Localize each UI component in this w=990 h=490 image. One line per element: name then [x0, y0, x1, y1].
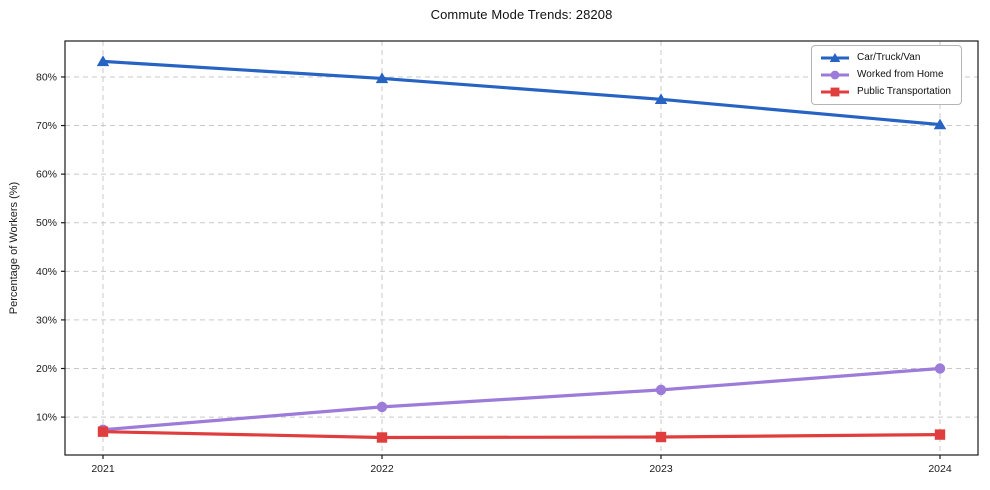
data-point-marker [376, 401, 388, 413]
legend: Car/Truck/Van Worked from Home Public Tran… [811, 45, 962, 105]
legend-swatch-square-icon [821, 87, 850, 97]
legend-marker [829, 52, 841, 62]
series-worked-from-home [97, 363, 946, 435]
x-tick-label: 2023 [649, 463, 673, 475]
x-tick-label: 2021 [91, 463, 115, 475]
legend-item: Public Transportation [820, 86, 951, 98]
legend-swatch-circle-icon [821, 70, 850, 80]
series-line [101, 366, 942, 432]
data-point-marker [375, 72, 389, 84]
plot-border [64, 40, 979, 456]
legend-item: Worked from Home [820, 69, 951, 81]
y-tick-label: 40% [36, 266, 57, 278]
data-point-marker [655, 384, 667, 396]
y-tick-label: 50% [36, 217, 57, 229]
legend-swatch-triangle-icon [821, 52, 850, 62]
x-tick-label: 2022 [370, 463, 394, 475]
data-point-marker [933, 118, 947, 130]
y-tick-label: 20% [36, 363, 57, 375]
series-car-truck-van [96, 55, 947, 130]
x-tick-label: 2024 [928, 463, 952, 475]
legend-marker [830, 70, 840, 80]
legend-item: Car/Truck/Van [820, 52, 951, 64]
legend-marker [830, 87, 840, 97]
data-point-marker [655, 431, 667, 443]
series-public-transportation [97, 426, 946, 443]
data-point-marker [934, 429, 946, 440]
legend-label: Worked from Home [857, 69, 944, 80]
series-line [101, 59, 942, 127]
chart-title: Commute Mode Trends: 28208 [430, 7, 613, 22]
series-line [101, 430, 942, 440]
data-point-marker [97, 426, 109, 437]
legend-label: Car/Truck/Van [857, 52, 921, 63]
y-tick-label: 80% [36, 71, 57, 83]
data-point-marker [934, 363, 946, 374]
data-point-marker [376, 432, 388, 443]
y-tick-label: 30% [36, 314, 57, 326]
legend-label: Public Transportation [857, 86, 951, 97]
data-point-marker [654, 93, 668, 104]
y-tick-label: 10% [36, 412, 57, 424]
y-tick-label: 70% [36, 120, 57, 132]
y-tick-label: 60% [36, 169, 57, 181]
data-point-marker [96, 55, 110, 67]
